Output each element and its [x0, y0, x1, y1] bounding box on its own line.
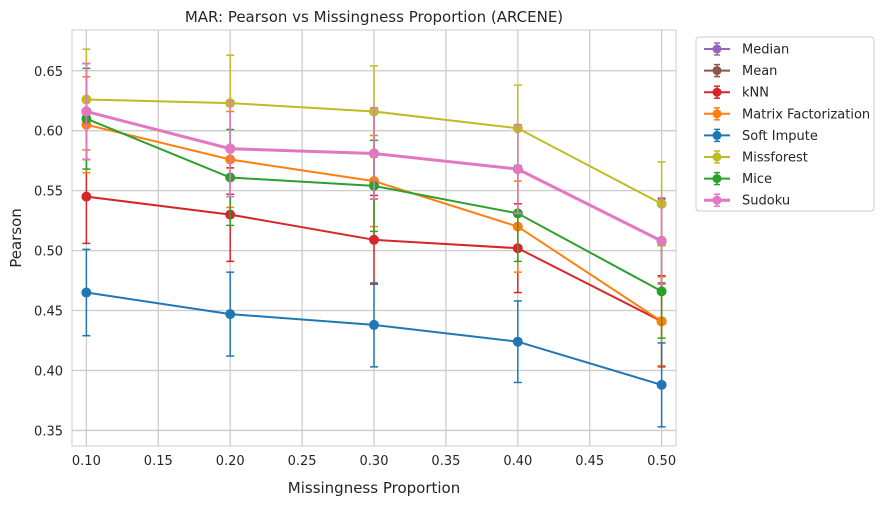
legend-label: Soft Impute — [742, 129, 818, 144]
legend-label: Mean — [742, 64, 777, 79]
series-soft-impute — [81, 248, 667, 428]
legend-marker — [712, 195, 722, 205]
x-tick-label: 0.25 — [288, 454, 317, 469]
y-tick-label: 0.60 — [34, 125, 63, 140]
y-tick-label: 0.35 — [34, 424, 63, 439]
y-tick-label: 0.65 — [34, 65, 63, 80]
legend-label: Median — [742, 43, 789, 58]
legend-marker — [712, 87, 722, 97]
legend-marker — [712, 109, 722, 119]
legend-marker — [712, 130, 722, 140]
legend-marker — [712, 44, 722, 54]
data-point — [369, 319, 379, 330]
legend-item-sudoku: Sudoku — [704, 193, 790, 209]
chart-title: MAR: Pearson vs Missingness Proportion (… — [185, 8, 563, 26]
legend-item-knn: kNN — [704, 85, 769, 101]
data-point — [369, 234, 379, 245]
series-sudoku — [81, 62, 667, 285]
legend-label: Missforest — [742, 151, 808, 166]
legend-marker — [712, 152, 722, 162]
x-tick-label: 0.35 — [431, 454, 460, 469]
x-tick-label: 0.50 — [647, 454, 676, 469]
x-axis-ticks: 0.10 0.15 0.20 0.25 0.30 0.35 0.40 0.45 0.50 — [72, 454, 676, 469]
data-point — [225, 143, 236, 154]
legend-label: Matrix Factorization — [742, 107, 870, 122]
legend-marker — [712, 66, 722, 76]
legend-label: kNN — [742, 86, 769, 101]
y-axis-label: Pearson — [7, 208, 25, 268]
series-layer — [81, 48, 667, 428]
legend-marker — [712, 174, 722, 184]
y-tick-label: 0.40 — [34, 364, 63, 379]
x-tick-label: 0.10 — [72, 454, 101, 469]
x-tick-label: 0.40 — [503, 454, 532, 469]
x-tick-label: 0.20 — [216, 454, 245, 469]
legend-item-missforest: Missforest — [704, 150, 808, 166]
y-tick-label: 0.50 — [34, 245, 63, 260]
data-point — [512, 164, 523, 175]
legend-item-median: Median — [704, 42, 789, 58]
legend-item-soft-impute: Soft Impute — [704, 128, 818, 144]
legend-label: Sudoku — [742, 194, 790, 209]
legend-frame — [695, 36, 875, 212]
legend-item-matrix-factorization: Matrix Factorization — [704, 107, 870, 122]
data-point — [81, 287, 92, 298]
legend: Median Mean kNN Matrix Factorization Soft Im… — [695, 36, 875, 212]
data-point — [656, 235, 667, 246]
data-point — [656, 379, 667, 390]
y-tick-label: 0.55 — [34, 185, 63, 200]
data-point — [656, 286, 667, 297]
x-tick-label: 0.30 — [360, 454, 389, 469]
data-point — [369, 148, 379, 159]
data-point — [81, 191, 92, 202]
x-tick-label: 0.15 — [144, 454, 173, 469]
x-tick-label: 0.45 — [575, 454, 604, 469]
data-point — [512, 336, 523, 347]
legend-label: Mice — [742, 172, 772, 187]
y-tick-label: 0.45 — [34, 305, 63, 320]
x-axis-label: Missingness Proportion — [288, 479, 460, 497]
legend-item-mice: Mice — [704, 171, 772, 187]
y-axis-ticks: 0.35 0.40 0.45 0.50 0.55 0.60 0.65 — [34, 65, 63, 440]
data-point — [225, 309, 236, 320]
legend-item-mean: Mean — [704, 63, 777, 79]
data-point — [81, 106, 92, 117]
